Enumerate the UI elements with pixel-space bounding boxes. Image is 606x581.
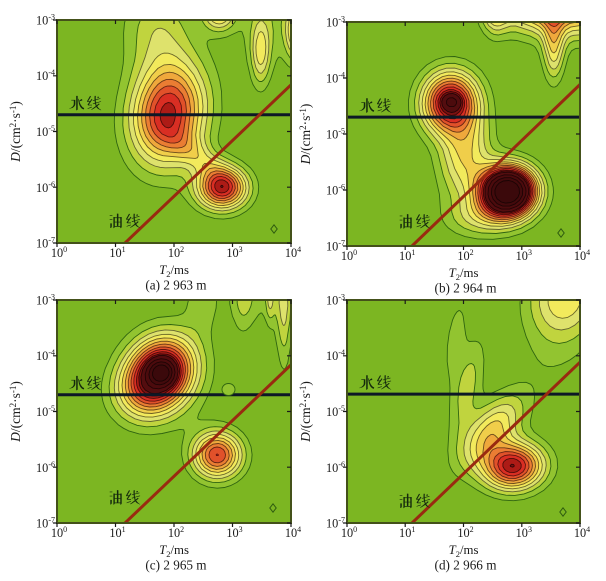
svg-text:T2/ms: T2/ms <box>159 263 189 279</box>
svg-text:T2/ms: T2/ms <box>449 266 479 282</box>
svg-text:100: 100 <box>51 245 67 260</box>
svg-text:D/(cm2·s-1): D/(cm2·s-1) <box>298 104 313 166</box>
svg-text:101: 101 <box>399 248 415 263</box>
svg-text:T2/ms: T2/ms <box>159 543 189 559</box>
svg-text:(d) 2 966 m: (d) 2 966 m <box>435 558 498 573</box>
svg-text:101: 101 <box>109 525 125 540</box>
svg-text:101: 101 <box>399 525 415 540</box>
svg-text:102: 102 <box>457 248 473 263</box>
svg-text:104: 104 <box>574 248 590 263</box>
svg-text:103: 103 <box>226 525 242 540</box>
svg-text:103: 103 <box>226 245 242 260</box>
svg-text:104: 104 <box>285 245 301 260</box>
svg-text:(a) 2 963 m: (a) 2 963 m <box>145 278 207 293</box>
svg-text:T2/ms: T2/ms <box>449 543 479 559</box>
svg-text:102: 102 <box>457 525 473 540</box>
svg-text:104: 104 <box>574 525 590 540</box>
svg-text:103: 103 <box>516 525 532 540</box>
svg-text:D/(cm2·s-1): D/(cm2·s-1) <box>298 381 313 443</box>
svg-text:102: 102 <box>168 245 184 260</box>
svg-text:(c) 2 965 m: (c) 2 965 m <box>145 558 207 573</box>
svg-text:103: 103 <box>516 248 532 263</box>
svg-text:102: 102 <box>168 525 184 540</box>
svg-text:100: 100 <box>341 248 357 263</box>
svg-text:(b) 2 964 m: (b) 2 964 m <box>435 281 498 296</box>
svg-text:D/(cm2·s-1): D/(cm2·s-1) <box>8 101 23 163</box>
svg-text:100: 100 <box>341 525 357 540</box>
svg-text:104: 104 <box>285 525 301 540</box>
svg-text:100: 100 <box>51 525 67 540</box>
svg-text:D/(cm2·s-1): D/(cm2·s-1) <box>8 381 23 443</box>
svg-text:101: 101 <box>109 245 125 260</box>
